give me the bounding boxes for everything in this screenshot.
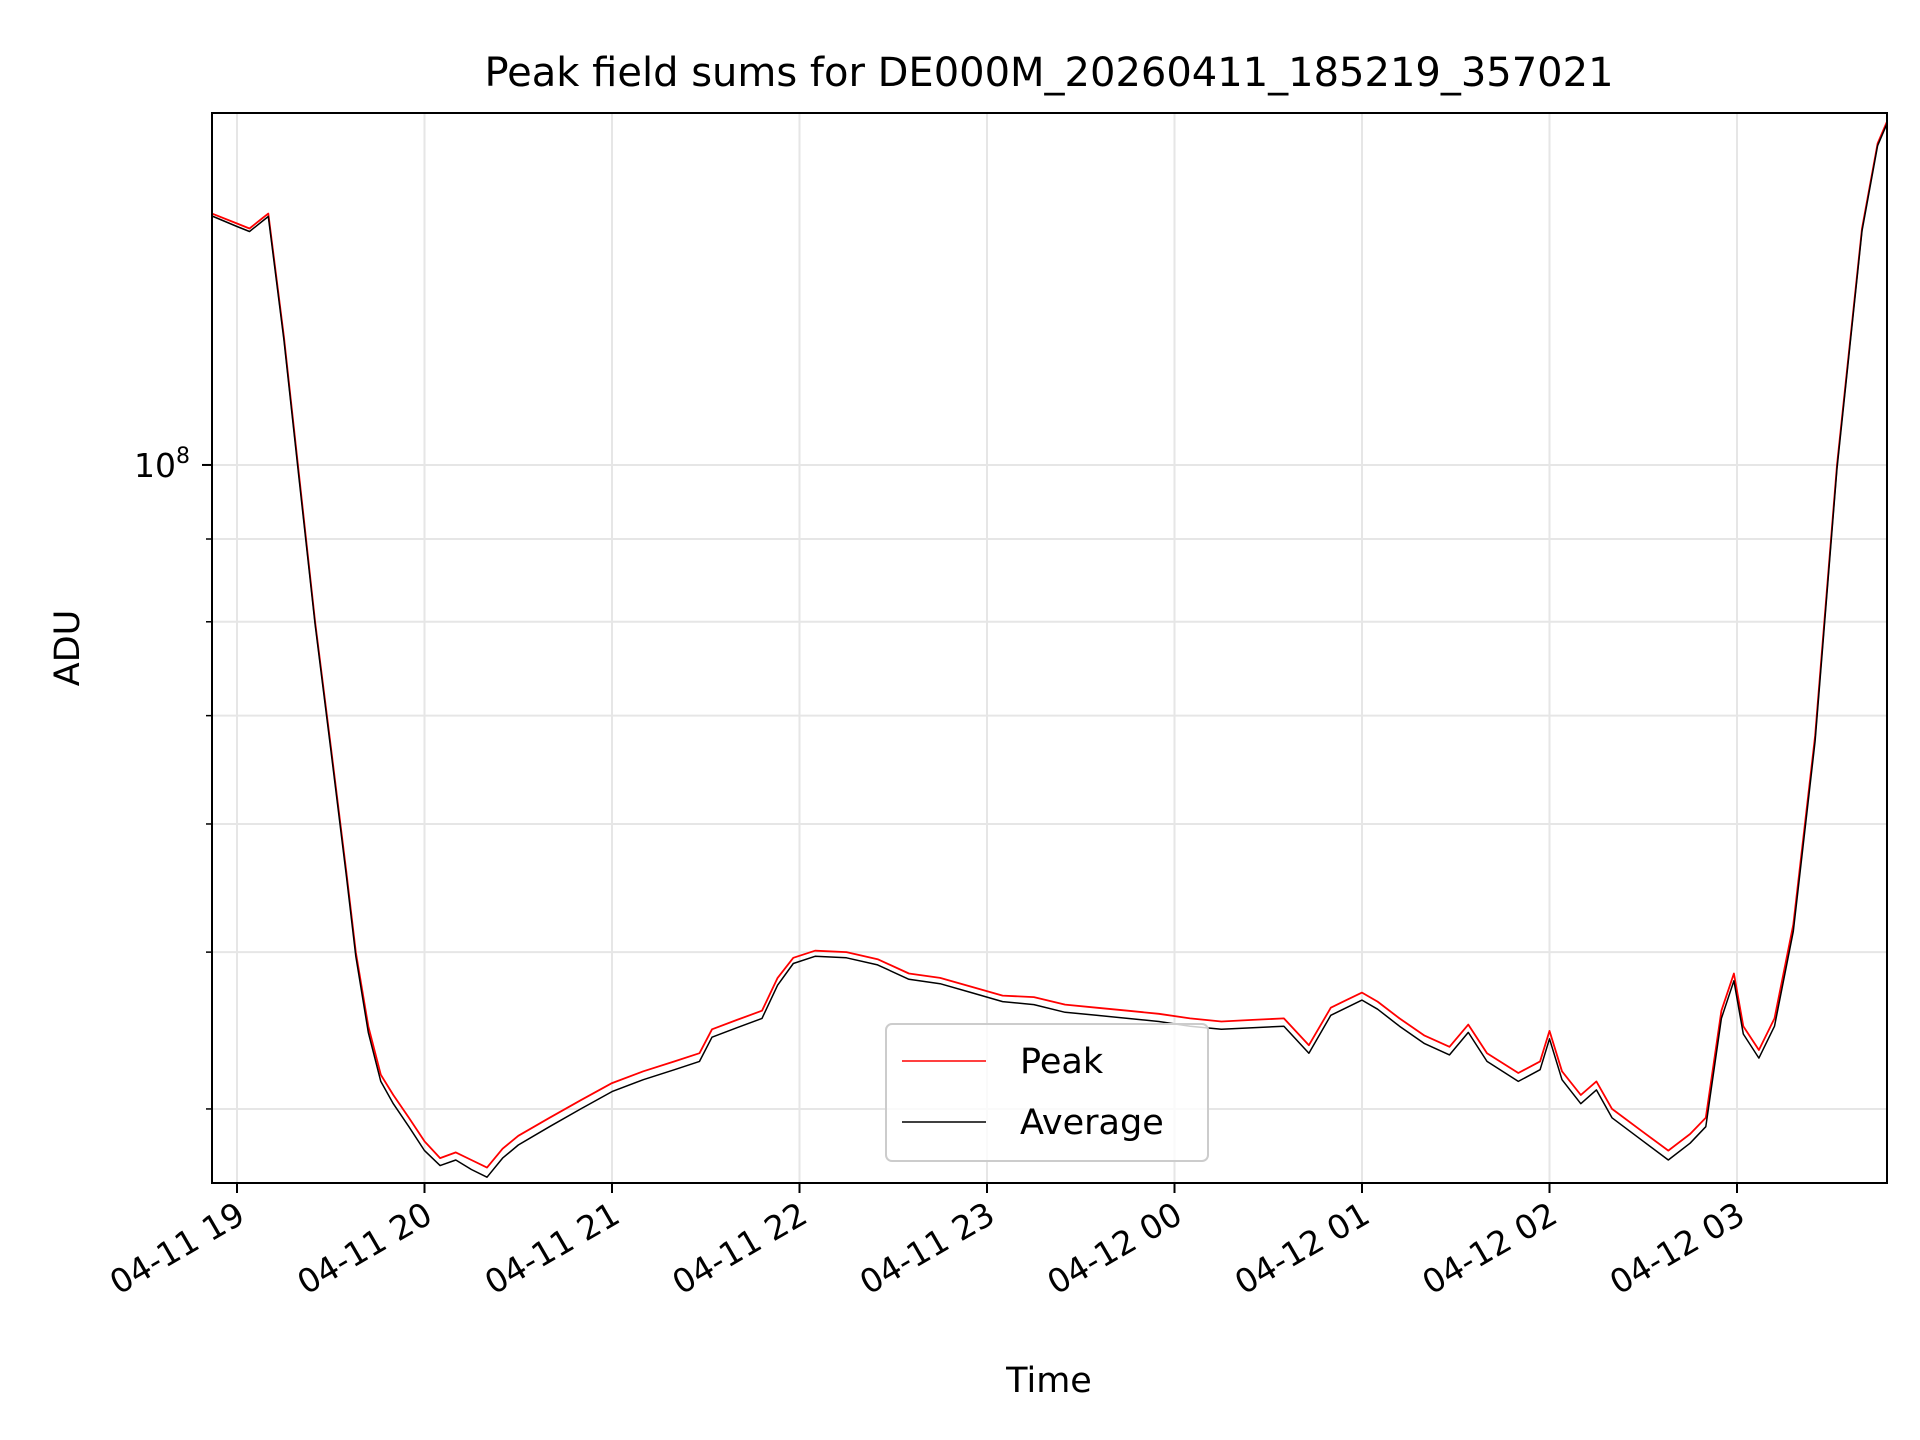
chart-title: Peak field sums for DE000M_20260411_1852… xyxy=(484,50,1613,96)
plot-frame xyxy=(211,112,1888,1184)
series-layer xyxy=(211,121,1888,1178)
series-line-peak xyxy=(211,121,1888,1169)
x-axis-label: Time xyxy=(1005,1361,1092,1401)
y-axis-label: ADU xyxy=(48,610,88,687)
legend-average-label: Average xyxy=(1020,1103,1164,1143)
legend-box xyxy=(885,1023,1209,1162)
series-line-average xyxy=(211,123,1888,1178)
legend: Peak Average xyxy=(885,1023,1209,1162)
legend-peak-label: Peak xyxy=(1020,1042,1104,1082)
